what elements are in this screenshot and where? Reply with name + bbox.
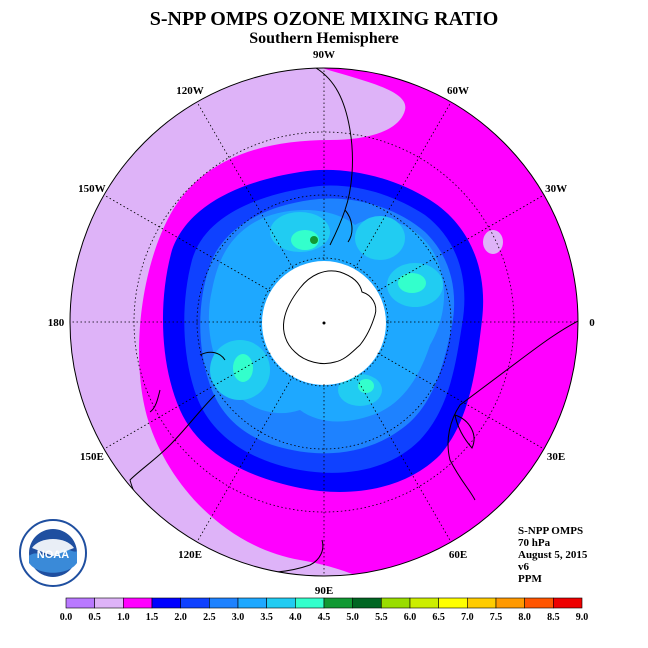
meridian-line <box>354 101 452 269</box>
colorbar-label: 6.0 <box>404 612 417 623</box>
meridian-line <box>354 375 452 543</box>
colorbar-swatch <box>94 597 124 609</box>
meridian-line <box>196 101 294 269</box>
colorbar-label: 8.0 <box>518 612 531 623</box>
longitude-label: 90E <box>315 585 333 597</box>
info-date: August 5, 2015 <box>518 549 588 561</box>
colorbar-swatch <box>323 597 353 609</box>
colorbar-label: 1.5 <box>146 612 159 623</box>
colorbar-swatch <box>467 597 497 609</box>
info-instrument: S-NPP OMPS <box>518 525 584 537</box>
south-america-coastline <box>315 68 353 246</box>
info-level: 70 hPa <box>518 537 551 549</box>
band-4.5-5.0 <box>310 236 318 244</box>
colorbar-swatch <box>266 597 296 609</box>
south-pole-marker <box>322 321 326 325</box>
colorbar-label: 3.0 <box>232 612 245 623</box>
colorbar-swatch <box>295 597 325 609</box>
colorbar-label: 0.5 <box>88 612 101 623</box>
meridian-line <box>103 352 271 450</box>
colorbar-swatch <box>495 597 525 609</box>
colorbar-label: 4.5 <box>318 612 331 623</box>
longitude-label: 180 <box>48 317 65 329</box>
longitude-label: 150E <box>80 451 104 463</box>
map-title: S-NPP OMPS OZONE MIXING RATIO <box>149 8 499 30</box>
africa-coastline <box>447 319 578 501</box>
band-3.5-4.0-b <box>355 216 405 260</box>
madagascar-coastline <box>454 414 475 449</box>
noaa-logo-text: NOAA <box>37 549 69 561</box>
new-zealand-coastline <box>149 351 226 413</box>
colorbar-label: 5.5 <box>375 612 388 623</box>
colorbar-label: 4.0 <box>289 612 302 623</box>
longitude-label: 60E <box>449 549 467 561</box>
colorbar-swatch <box>409 597 439 609</box>
colorbar-label: 0.0 <box>60 612 73 623</box>
colorbar-label: 7.0 <box>461 612 474 623</box>
colorbar-swatch <box>209 597 239 609</box>
latitude-circles <box>133 131 515 513</box>
meridian-line <box>377 352 545 450</box>
colorbar-swatch <box>553 597 583 609</box>
meridian-line <box>103 194 271 292</box>
colorbar-swatch <box>151 597 181 609</box>
noaa-logo: NOAA <box>19 519 87 587</box>
band-4.0-4.5-a <box>291 230 319 250</box>
colorbar-label: 8.5 <box>547 612 560 623</box>
band-4.0-4.5-d <box>358 379 374 393</box>
longitude-label: 150W <box>78 183 106 195</box>
colorbar-swatch <box>123 597 153 609</box>
colorbar-label: 7.5 <box>490 612 503 623</box>
colorbar-label: 2.5 <box>203 612 216 623</box>
band-4.0-4.5-c <box>233 354 253 382</box>
colorbar-swatch <box>180 597 210 609</box>
longitude-label: 60W <box>447 85 469 97</box>
band-4.0-4.5-b <box>398 273 426 293</box>
colorbar-label: 1.0 <box>117 612 130 623</box>
colorbar-label: 5.0 <box>346 612 359 623</box>
longitude-labels: 90W 60W 30W 0 30E 60E 90E 120E 150E 180 150W 120W <box>48 49 596 597</box>
colorbar-swatch <box>438 597 468 609</box>
longitude-label: 90W <box>313 49 335 61</box>
colorbar-swatch <box>381 597 411 609</box>
info-units: PPM <box>518 573 542 585</box>
longitude-label: 0 <box>589 317 595 329</box>
colorbar-swatch <box>237 597 267 609</box>
meridian-line <box>196 375 294 543</box>
longitude-label: 30W <box>545 183 567 195</box>
antarctica-coastline <box>283 270 377 365</box>
meridian-lines <box>70 68 578 576</box>
longitude-label: 120W <box>176 85 204 97</box>
colorbar-label: 9.0 <box>576 612 589 623</box>
colorbar-swatch <box>524 597 554 609</box>
info-version: v6 <box>518 561 529 573</box>
longitude-label: 30E <box>547 451 565 463</box>
map-border <box>69 67 579 577</box>
lilac-patch <box>483 230 503 254</box>
longitude-label: 120E <box>178 549 202 561</box>
map-subtitle: Southern Hemisphere <box>249 30 399 47</box>
meridian-line <box>377 194 545 292</box>
info-panel: S-NPP OMPS 70 hPa August 5, 2015 v6 PPM <box>518 525 587 585</box>
colorbar-label: 2.0 <box>174 612 187 623</box>
colorbar-swatch <box>352 597 382 609</box>
colorbar-label: 3.5 <box>260 612 273 623</box>
colorbar-label: 6.5 <box>432 612 445 623</box>
colorbar-swatch <box>65 597 95 609</box>
